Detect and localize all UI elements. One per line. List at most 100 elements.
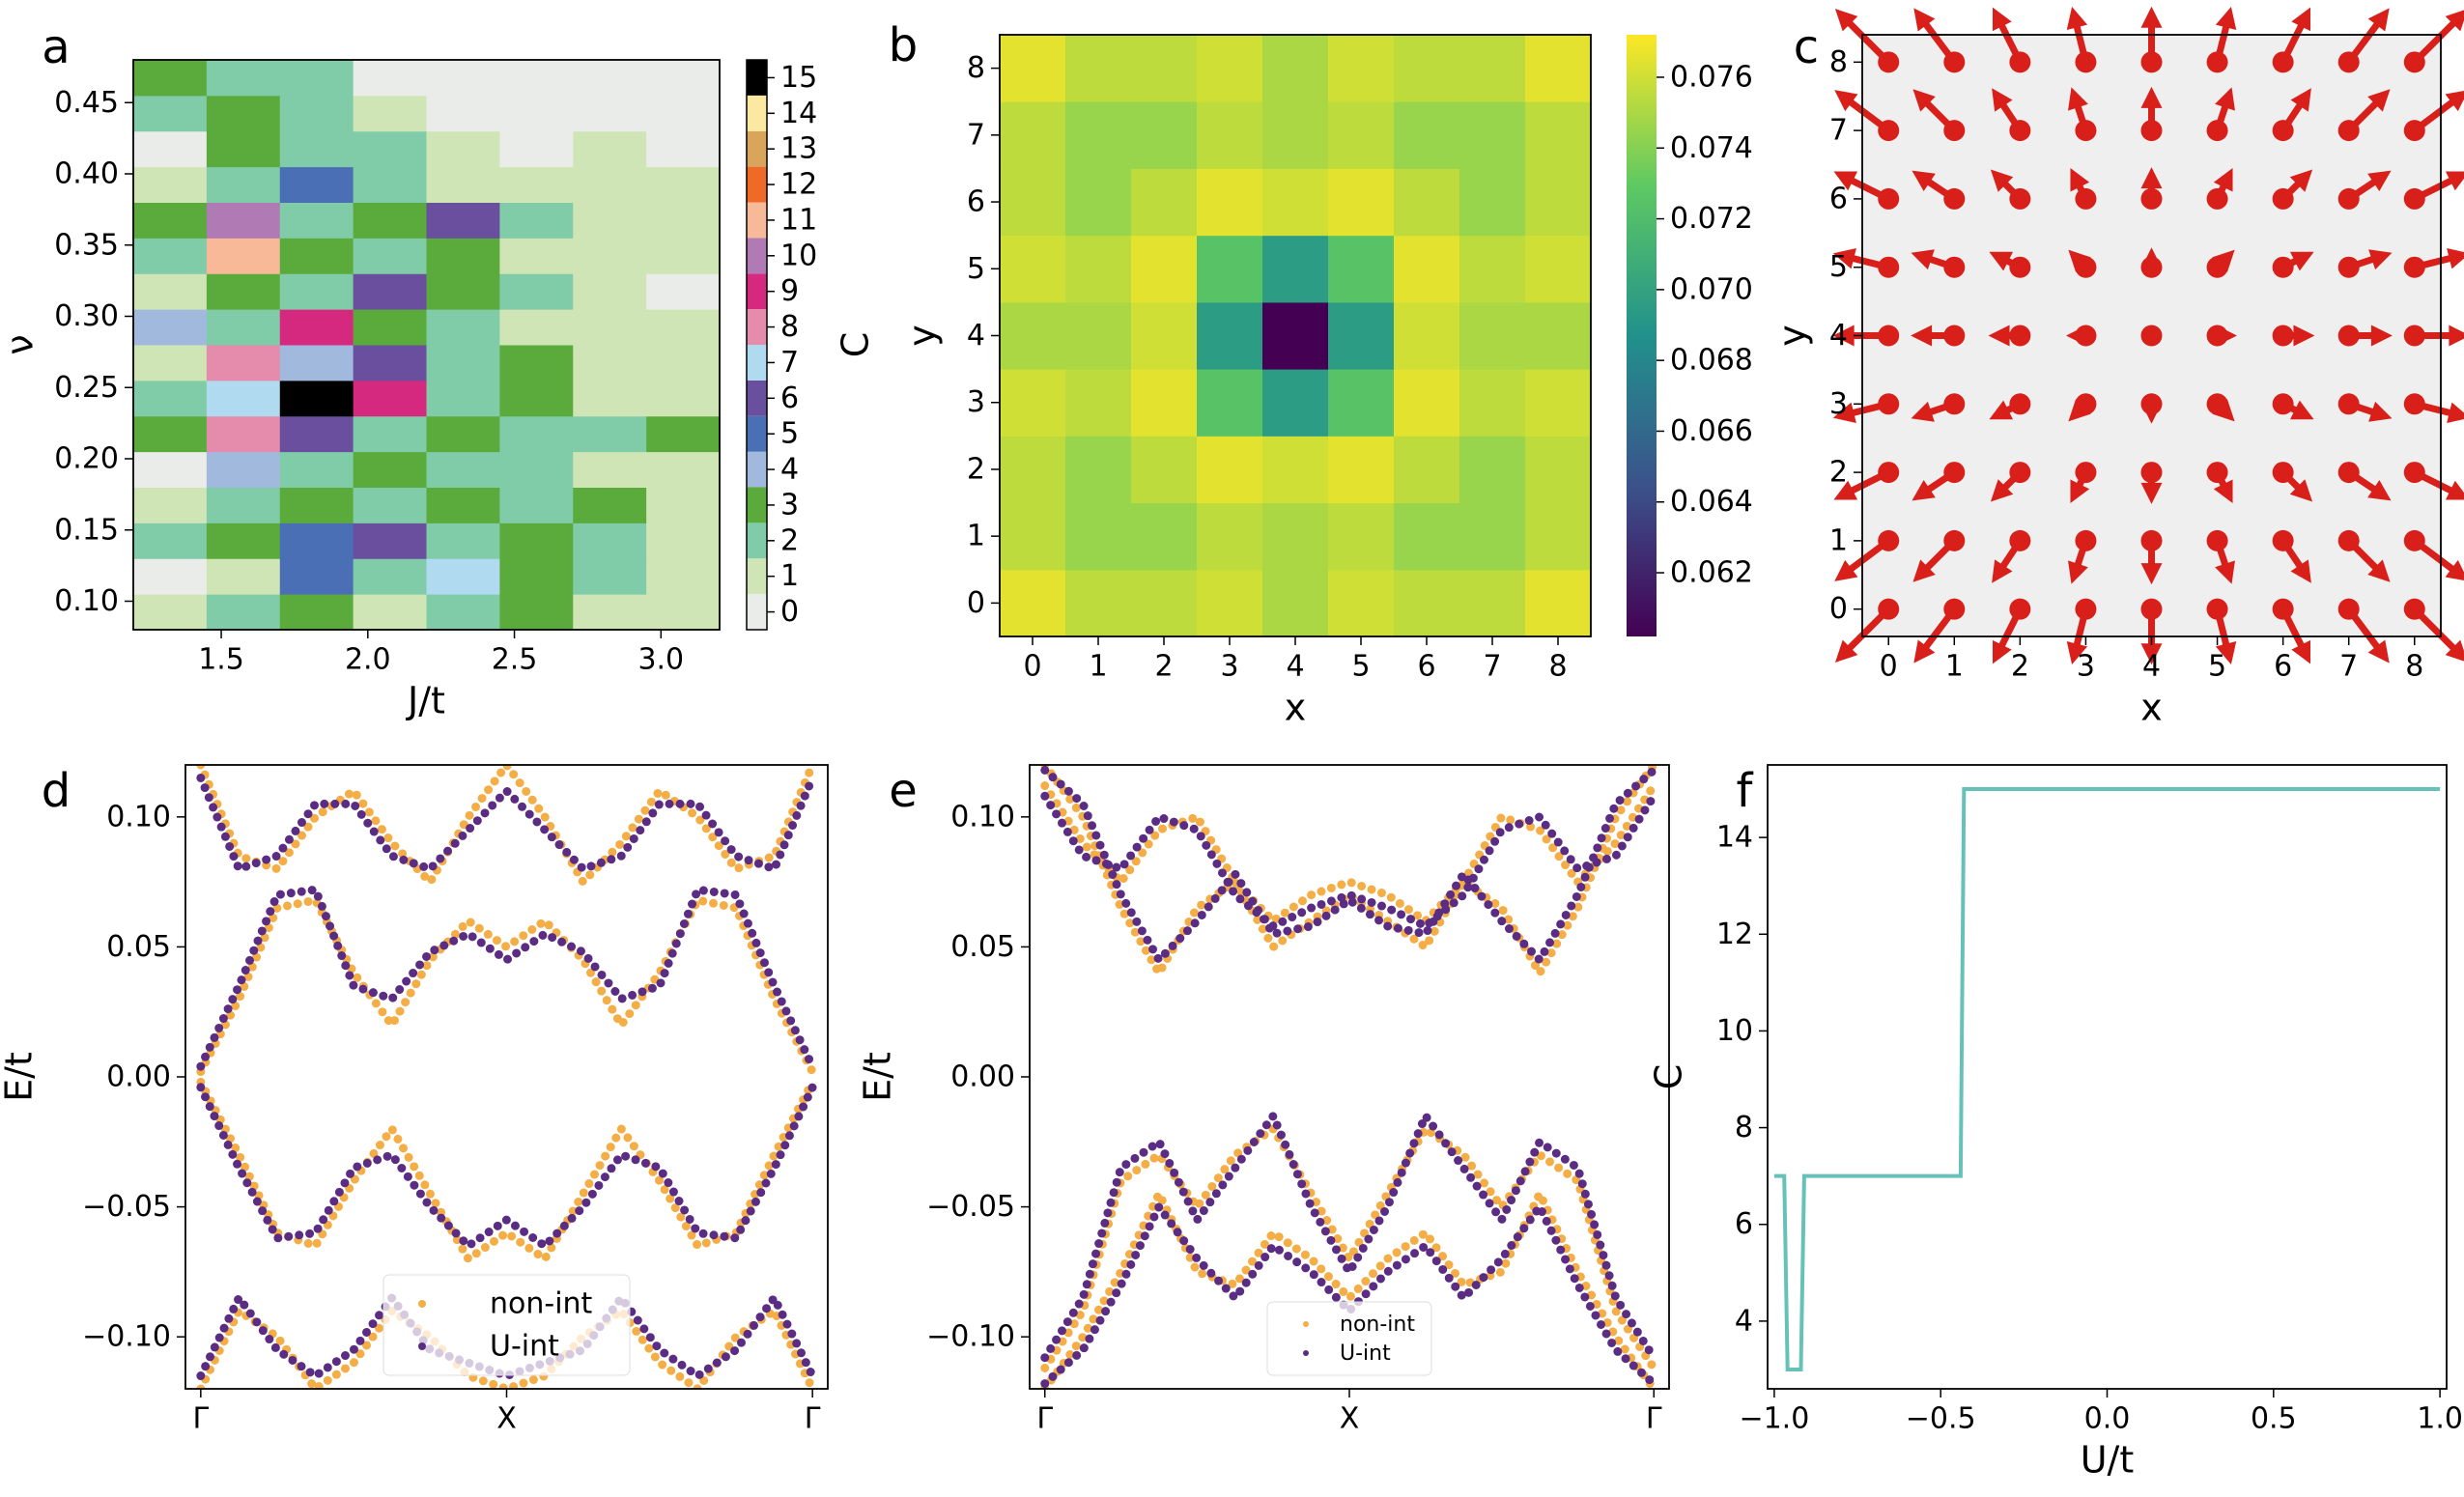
heat-cell [1131,369,1198,437]
y-tick-label: 8 [967,51,985,85]
colorbar-tick-label: 0.074 [1670,131,1753,165]
colorbar-segment [747,238,767,274]
heat-cell [1459,301,1526,370]
x-tick-label: 1.0 [2417,1402,2463,1436]
legend-marker [1303,1321,1309,1327]
heat-cell [1000,301,1066,370]
heat-cell [1065,168,1132,237]
spin-arrow [2068,529,2097,584]
heat-cell [279,380,354,417]
heat-cell [1525,569,1592,637]
heat-cell [1328,235,1395,303]
heat-cell [1394,35,1460,102]
heat-cell [573,451,647,488]
heat-cell [646,380,721,417]
heat-cell [353,309,427,346]
heat-cell [499,451,574,488]
spin-arrow [2070,462,2097,504]
arrow-head [1992,559,2013,583]
legend-label: U-int [1340,1342,1391,1366]
spin-arrow [2272,529,2311,583]
heat-cell [1525,301,1592,370]
spin-site [2206,187,2228,210]
spin-site [2075,325,2097,347]
heat-cell [1262,369,1329,437]
heat-cell [1394,436,1460,504]
spin-site [2403,529,2425,551]
spin-site [2272,120,2294,142]
spin-arrow [1911,325,1966,347]
heat-cell [426,380,500,417]
x-tick-label: 0.0 [2084,1402,2131,1436]
colorbar-tick-label: 3 [780,488,799,522]
plot-area [1040,765,1658,1389]
heat-cell [1394,569,1460,637]
legend-box [1266,1301,1432,1376]
spin-arrow [1834,529,1900,581]
arrow-head [1833,480,1858,500]
arrow-head [2140,6,2163,28]
heat-cell [279,95,354,132]
spin-site [2140,51,2163,73]
heat-cell [353,273,427,310]
spin-site [2140,462,2163,484]
heat-cell [133,594,208,631]
heat-cell [133,309,208,346]
arrow-head [1911,325,1933,347]
heat-cell [1459,235,1526,303]
heat-cell [279,558,354,595]
spin-arrow [2066,325,2097,347]
colorbar-tick-label: 0.064 [1670,485,1753,519]
heat-cell [1328,168,1395,237]
spin-arrow [2337,8,2390,73]
heat-cell [353,202,427,239]
y-tick-label: −0.10 [926,1320,1015,1354]
y-tick-label: 10 [1716,1014,1753,1048]
arrow-head [2370,325,2393,347]
y-tick-label: 0.40 [54,157,119,191]
heat-cell [206,202,281,239]
spin-arrow [2068,249,2097,278]
heat-cell [1525,35,1592,102]
y-tick-label: 3 [967,385,985,419]
spin-site [2403,51,2425,73]
colorbar-tick-label: 15 [780,61,817,95]
heat-cell [1131,101,1198,169]
colorbar-segment [747,558,767,595]
y-tick-label: 0 [967,586,985,620]
arrow-head [2445,559,2464,581]
heat-cell [1394,101,1460,169]
spin-site [2075,187,2097,210]
spin-site [1943,187,1966,210]
spin-site [1878,51,1900,73]
heat-cell [426,130,500,168]
spin-arrow [1834,598,1900,663]
x-tick-label: 1 [1945,650,1964,684]
spin-arrow [2403,393,2464,423]
arrow-head [1992,88,2013,112]
spin-arrow [2337,598,2390,664]
x-tick-label: −1.0 [1739,1402,1809,1436]
spin-arrow [2140,86,2163,142]
arrow-head [2367,170,2392,192]
y-tick-label: 0.20 [54,442,119,476]
heat-cell [133,451,208,488]
arrow-head [2213,167,2233,192]
spin-site [2403,598,2425,620]
arrow-head [1913,639,1936,664]
heat-cell [353,130,427,168]
arrow-head [1834,639,1858,663]
heat-cell [1459,436,1526,504]
colorbar-tick-label: 6 [780,381,799,415]
heat-cell [646,238,721,274]
arrow-head [2289,400,2314,420]
heat-cell [279,130,354,168]
arrow-head [2215,6,2237,30]
spin-site [2140,187,2163,210]
spin-site [1878,325,1900,347]
arrow-head [2367,559,2391,582]
heat-cell [1065,369,1132,437]
heat-cell [1328,35,1395,102]
heat-cell [1328,569,1395,637]
